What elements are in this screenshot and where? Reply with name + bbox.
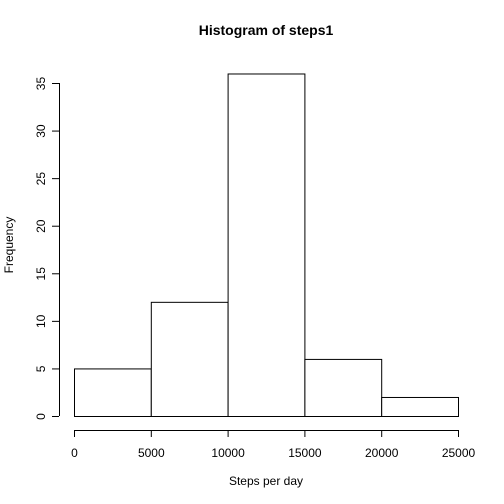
histogram-bar-1 xyxy=(150,301,229,418)
x-tick-label-0: 0 xyxy=(71,446,78,460)
x-tick-label-3: 15000 xyxy=(288,446,322,460)
y-axis-label: Frequency xyxy=(2,217,16,274)
x-tick-label-5: 25000 xyxy=(442,446,476,460)
x-axis: 0 5000 10000 15000 20000 25000 xyxy=(71,430,476,460)
y-tick-label-5: 25 xyxy=(34,172,48,186)
y-tick-label-6: 30 xyxy=(34,124,48,138)
y-axis: 0 5 10 15 20 25 30 35 xyxy=(34,77,60,420)
y-tick-label-4: 20 xyxy=(34,219,48,233)
y-tick-label-3: 15 xyxy=(34,267,48,281)
chart-title: Histogram of steps1 xyxy=(199,22,334,38)
histogram-bar-0 xyxy=(74,368,152,417)
y-tick-label-2: 10 xyxy=(34,314,48,328)
histogram-bar-3 xyxy=(304,358,383,417)
x-tick-label-2: 10000 xyxy=(211,446,245,460)
x-axis-label: Steps per day xyxy=(229,474,303,488)
y-tick-label-0: 0 xyxy=(34,413,48,420)
histogram-bar-4 xyxy=(381,396,460,418)
bars-group xyxy=(74,73,460,418)
histogram-bar-2 xyxy=(227,73,306,417)
y-tick-label-1: 5 xyxy=(34,365,48,372)
y-tick-label-7: 35 xyxy=(34,77,48,91)
x-tick-label-1: 5000 xyxy=(138,446,165,460)
x-tick-label-4: 20000 xyxy=(365,446,399,460)
